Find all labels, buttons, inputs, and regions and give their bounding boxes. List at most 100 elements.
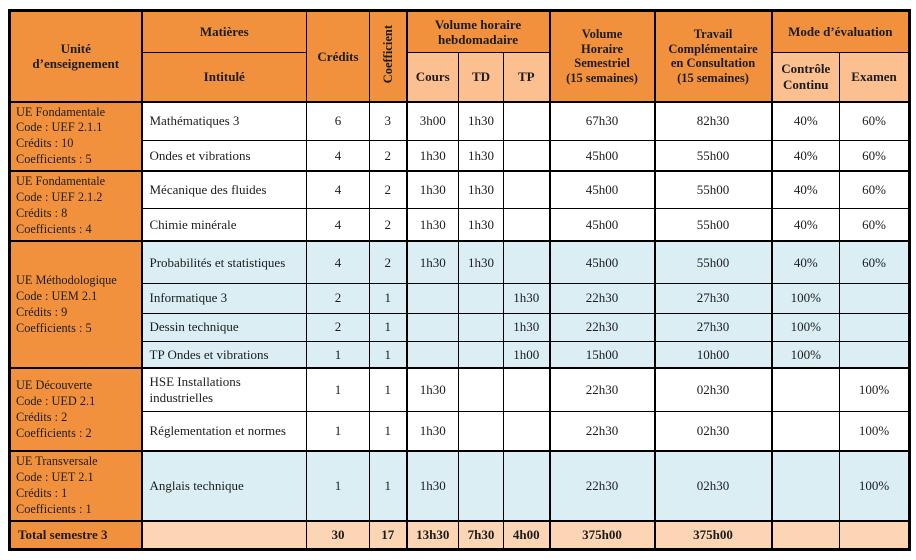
subject-name: Mécanique des fluides	[141, 170, 307, 209]
ue-cell-ued-2-1: UE Découverte Code : UED 2.1 Crédits : 2…	[9, 367, 143, 452]
coef-cell: 2	[369, 240, 408, 284]
vhs-cell: 45h00	[549, 140, 656, 172]
credits-cell: 1	[306, 450, 370, 522]
tp-cell	[502, 367, 551, 412]
credits-cell: 6	[306, 100, 370, 142]
total-tc: 375h00	[654, 520, 773, 551]
tc-cell: 02h30	[654, 367, 773, 412]
ue-cell-uem-2-1: UE Méthodologique Code : UEM 2.1 Crédits…	[9, 240, 143, 369]
header-coefficient: Coefficient	[369, 10, 408, 102]
tp-cell	[502, 207, 551, 242]
cours-cell: 1h30	[406, 170, 459, 209]
total-row: Total semestre 3 30 17 13h30 7h30 4h00 3…	[9, 520, 911, 551]
ue-cell-uef-2-1-1: UE Fondamentale Code : UEF 2.1.1 Crédits…	[9, 100, 143, 172]
examen-cell: 100%	[839, 450, 911, 522]
tp-cell	[502, 450, 551, 522]
credits-cell: 2	[306, 282, 370, 314]
examen-cell	[839, 340, 911, 369]
ue-cell-uef-2-1-2: UE Fondamentale Code : UEF 2.1.2 Crédits…	[9, 170, 143, 242]
table-row: UE Transversale Code : UET 2.1 Crédits :…	[9, 450, 911, 522]
header-tp: TP	[502, 52, 551, 102]
table-row: TP Ondes et vibrations 1 1 1h00 15h00 10…	[10, 340, 911, 369]
header-mode-evaluation: Mode d’évaluation	[771, 10, 911, 53]
cours-cell	[406, 312, 459, 342]
cc-cell: 40%	[771, 240, 841, 284]
examen-cell: 60%	[839, 100, 911, 142]
examen-cell: 60%	[839, 170, 911, 209]
cours-cell: 1h30	[406, 140, 459, 172]
cc-cell	[771, 450, 841, 522]
table-row: UE Méthodologique Code : UEM 2.1 Crédits…	[9, 240, 911, 369]
header-controle-continu: Contrôle Continu	[771, 52, 841, 102]
cours-cell: 1h30	[406, 367, 459, 412]
table-row: Informatique 3 2 1 1h30 22h30 27h30 100%	[10, 282, 911, 314]
subject-name: Réglementation et normes	[141, 410, 307, 452]
credits-cell: 1	[306, 340, 370, 369]
ue-cell-uet-2-1: UE Transversale Code : UET 2.1 Crédits :…	[9, 450, 143, 522]
semester-3-course-table: Unité d’enseignement Matières Crédits Co…	[8, 9, 912, 551]
tc-cell: 55h00	[654, 207, 773, 242]
cours-cell: 1h30	[406, 240, 459, 284]
cours-cell: 3h00	[406, 100, 459, 142]
coef-cell: 2	[369, 170, 408, 209]
header-examen: Examen	[839, 52, 911, 102]
table-row: Chimie minérale 4 2 1h30 1h30 45h00 55h0…	[10, 207, 911, 242]
subject-name: Ondes et vibrations	[141, 140, 307, 172]
total-examen	[839, 520, 911, 551]
cours-cell: 1h30	[406, 207, 459, 242]
tp-cell	[502, 240, 551, 284]
cours-cell	[406, 340, 459, 369]
examen-cell	[839, 312, 911, 342]
credits-cell: 1	[306, 367, 370, 412]
tc-cell: 02h30	[654, 450, 773, 522]
table-row: Ondes et vibrations 4 2 1h30 1h30 45h00 …	[10, 140, 911, 172]
tp-cell	[502, 100, 551, 142]
coef-cell: 2	[369, 140, 408, 172]
coef-cell: 1	[369, 450, 408, 522]
examen-cell: 60%	[839, 240, 911, 284]
vhs-cell: 15h00	[549, 340, 656, 369]
cc-cell: 100%	[771, 282, 841, 314]
subject-name: Mathématiques 3	[141, 100, 307, 142]
coef-cell: 1	[369, 340, 408, 369]
header-unite-enseignement: Unité d’enseignement	[9, 10, 143, 102]
subject-name: TP Ondes et vibrations	[141, 340, 307, 369]
tc-cell: 55h00	[654, 170, 773, 209]
tc-cell: 10h00	[654, 340, 773, 369]
tp-cell	[502, 170, 551, 209]
header-matieres: Matières	[141, 10, 307, 53]
cours-cell: 1h30	[406, 450, 459, 522]
total-cc	[771, 520, 841, 551]
vhs-cell: 22h30	[549, 410, 656, 452]
examen-cell: 100%	[839, 367, 911, 412]
subject-name: HSE Installations industrielles	[141, 367, 307, 412]
td-cell: 1h30	[458, 140, 504, 172]
tp-cell: 1h00	[502, 340, 551, 369]
table-row: UE Fondamentale Code : UEF 2.1.1 Crédits…	[9, 100, 911, 172]
subject-name: Informatique 3	[141, 282, 307, 314]
tp-cell: 1h30	[502, 312, 551, 342]
cours-cell	[406, 282, 459, 314]
header-credits: Crédits	[306, 10, 370, 102]
td-cell: 1h30	[458, 100, 504, 142]
td-cell: 1h30	[458, 170, 504, 209]
total-intitule-cell	[141, 520, 307, 551]
cc-cell: 40%	[771, 140, 841, 172]
credits-cell: 1	[306, 410, 370, 452]
coef-cell: 1	[369, 282, 408, 314]
examen-cell: 60%	[839, 140, 911, 172]
vhs-cell: 22h30	[549, 312, 656, 342]
tc-cell: 27h30	[654, 312, 773, 342]
total-td: 7h30	[458, 520, 504, 551]
subject-name: Anglais technique	[141, 450, 307, 522]
tp-cell	[502, 410, 551, 452]
tp-cell: 1h30	[502, 282, 551, 314]
credits-cell: 4	[306, 240, 370, 284]
td-cell	[458, 450, 504, 522]
vhs-cell: 22h30	[549, 450, 656, 522]
subject-name: Probabilités et statistiques	[141, 240, 307, 284]
cc-cell	[771, 367, 841, 412]
vhs-cell: 22h30	[549, 367, 656, 412]
total-tp: 4h00	[502, 520, 551, 551]
